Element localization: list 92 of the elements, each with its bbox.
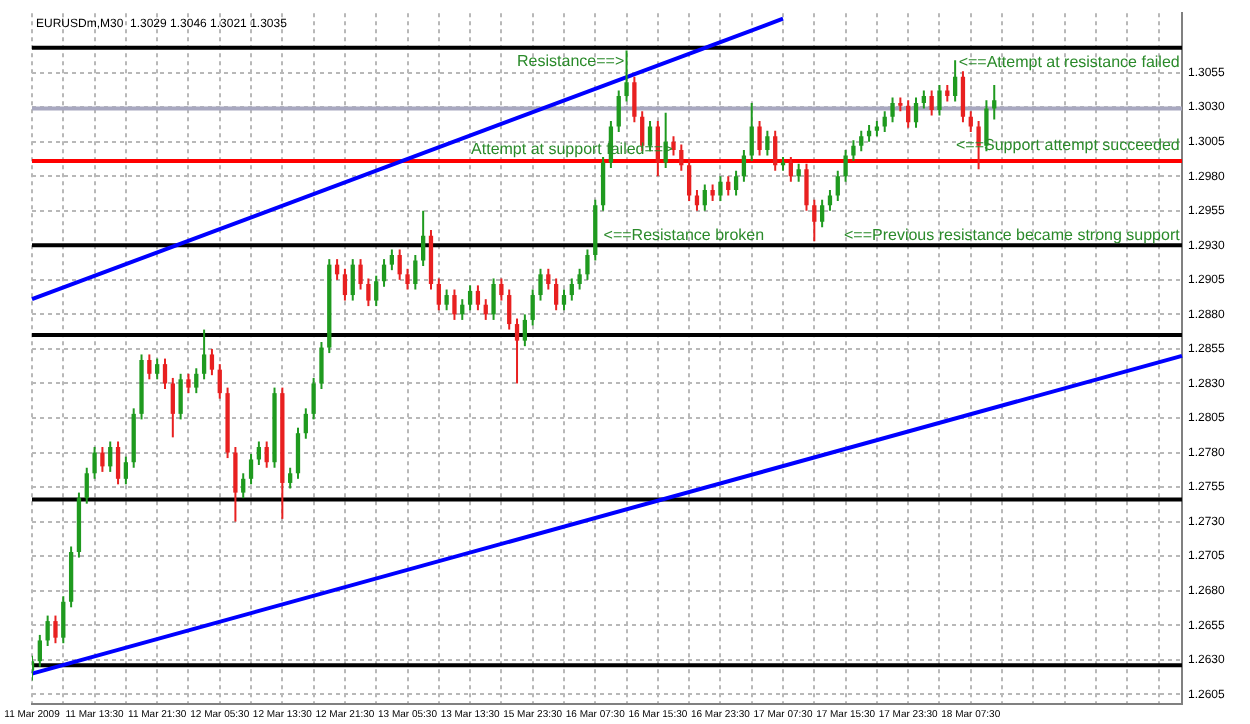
candlestick	[233, 446, 238, 523]
candlestick	[217, 363, 222, 400]
candlestick	[264, 440, 269, 469]
candlestick	[929, 89, 934, 117]
candlestick	[546, 267, 551, 291]
candlestick	[913, 96, 919, 129]
candlestick	[937, 84, 942, 117]
candlestick	[155, 357, 160, 381]
candlestick	[788, 155, 793, 183]
candlestick	[381, 258, 387, 288]
candlestick	[444, 288, 449, 312]
candlestick	[303, 407, 308, 440]
candlestick	[507, 288, 512, 331]
candlestick	[288, 466, 293, 490]
candlestick	[108, 440, 113, 473]
candlestick	[569, 277, 574, 302]
candlestick	[178, 372, 183, 421]
candlestick	[616, 89, 621, 134]
candlestick	[686, 158, 692, 203]
candlestick	[600, 155, 606, 212]
candlestick	[741, 148, 747, 183]
candlestick	[773, 129, 778, 172]
candlestick	[61, 595, 66, 645]
candlestick	[209, 347, 215, 377]
candlestick	[624, 49, 629, 103]
candlestick	[632, 75, 637, 124]
candlestick	[350, 258, 355, 302]
candlestick	[374, 274, 379, 308]
candlestick	[84, 466, 89, 505]
candlestick	[397, 248, 402, 281]
candlestick	[530, 288, 535, 327]
candlestick	[843, 148, 848, 183]
candlestick	[452, 288, 457, 321]
candlestick	[92, 446, 97, 480]
candlestick	[389, 248, 395, 272]
candlestick	[522, 313, 528, 348]
candlestick	[859, 129, 864, 153]
candlestick	[319, 341, 324, 390]
candlestick	[201, 328, 207, 381]
candlestick	[851, 139, 856, 163]
candlestick	[170, 376, 175, 439]
candlestick	[514, 317, 520, 385]
candlestick	[554, 277, 559, 312]
candlestick	[162, 357, 168, 390]
candlestick	[194, 367, 199, 395]
candlestick	[100, 446, 105, 473]
candlestick	[812, 198, 817, 243]
annotation: Resistance==>	[517, 51, 625, 70]
candlestick	[366, 277, 371, 308]
candlestick	[123, 455, 129, 486]
candlestick	[147, 353, 152, 381]
annotation: <==Attempt at resistance failed	[958, 53, 1180, 72]
candlestick	[757, 119, 762, 157]
candlestick	[45, 614, 50, 647]
candlestick	[115, 440, 121, 486]
candlestick	[952, 59, 958, 103]
candlestick	[585, 248, 590, 281]
candlestick	[960, 70, 966, 124]
candlestick	[499, 277, 504, 302]
candlestick	[890, 96, 895, 124]
candlestick	[475, 284, 481, 312]
candlestick	[342, 267, 348, 302]
candlestick	[718, 175, 723, 203]
candlestick	[992, 84, 997, 121]
candlestick	[436, 277, 441, 312]
candlestick	[248, 452, 254, 486]
candlestick	[295, 426, 301, 480]
candlestick	[186, 372, 191, 395]
candlestick	[311, 376, 316, 421]
candlestick	[561, 288, 567, 312]
candlestick	[491, 277, 496, 321]
candlestick	[358, 258, 363, 291]
candlestick	[413, 253, 418, 291]
candlestick	[765, 129, 770, 157]
candlestick	[804, 162, 809, 212]
candlestick	[733, 169, 739, 197]
candlestick	[819, 198, 825, 229]
candlestick	[405, 267, 410, 291]
candlestick	[37, 633, 42, 668]
candlestick	[421, 209, 426, 268]
candlestick	[679, 143, 684, 172]
candlestick	[835, 169, 840, 203]
candlestick	[577, 267, 582, 291]
candlestick	[467, 284, 473, 312]
candlestick	[538, 267, 543, 302]
candlestick	[749, 102, 754, 163]
candlestick	[241, 472, 246, 500]
candlestick	[906, 99, 911, 129]
annotation: <==Previous resistance became strong support	[843, 226, 1182, 245]
candlestick	[702, 183, 707, 212]
candlestick	[53, 614, 58, 645]
annotation: <==Resistance broken	[603, 226, 765, 245]
